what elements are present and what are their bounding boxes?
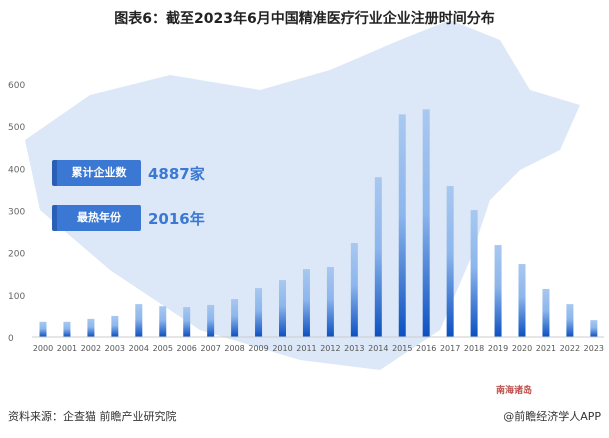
total-label: 累计企业数 (52, 160, 141, 186)
x-tick-label: 2010 (272, 344, 292, 353)
y-tick-label: 400 (8, 165, 25, 175)
y-tick-label: 100 (8, 292, 25, 302)
y-tick-label: 600 (8, 81, 25, 91)
x-tick-label: 2007 (200, 344, 220, 353)
bar-2020 (518, 264, 526, 337)
x-tick-label: 2009 (248, 344, 268, 353)
peak-value: 2016年 (148, 210, 205, 228)
x-tick-label: 2000 (33, 344, 53, 353)
x-tick-label: 2002 (81, 344, 101, 353)
bar-2005 (159, 306, 167, 337)
x-tick-label: 2012 (320, 344, 340, 353)
bar-2011 (302, 269, 310, 337)
bar-2000 (39, 321, 47, 337)
bar-2009 (255, 288, 263, 337)
bar-2013 (350, 242, 358, 337)
brand-note: @前瞻经济学人APP (503, 410, 601, 423)
x-tick-label: 2017 (440, 344, 460, 353)
bar-2023 (590, 320, 598, 337)
x-tick-label: 2016 (416, 344, 436, 353)
bar-2010 (279, 280, 286, 337)
peak-label: 最热年份 (52, 205, 141, 231)
bar-2014 (374, 177, 382, 337)
x-tick-label: 2005 (153, 344, 173, 353)
x-tick-label: 2008 (224, 344, 244, 353)
bar-2017 (446, 186, 454, 337)
x-tick-label: 2006 (177, 344, 197, 353)
bar-2006 (183, 307, 191, 337)
x-tick-label: 2015 (392, 344, 412, 353)
bar-2021 (542, 288, 550, 337)
map-label: 南海诸岛 (496, 386, 533, 396)
total-value: 4887家 (148, 165, 205, 183)
bar-2019 (494, 245, 502, 337)
bar-2001 (63, 321, 71, 337)
y-tick-label: 500 (8, 123, 25, 133)
bar-2022 (566, 304, 574, 337)
bar-2002 (87, 318, 95, 337)
x-tick-label: 2014 (368, 344, 388, 353)
chart-title: 图表6：截至2023年6月中国精准医疗行业企业注册时间分布 (114, 11, 495, 27)
bar-2016 (422, 109, 430, 337)
bar-2012 (326, 267, 334, 337)
y-tick-label: 300 (8, 208, 25, 218)
bar-2018 (470, 210, 478, 337)
x-tick-label: 2003 (105, 344, 125, 353)
bar-2008 (231, 299, 239, 337)
bar-2004 (135, 304, 143, 337)
y-tick-label: 0 (8, 334, 14, 344)
source-note: 资料来源：企查猫 前瞻产业研究院 (8, 410, 177, 423)
bar-2003 (111, 315, 119, 337)
x-tick-label: 2019 (488, 344, 508, 353)
bar-2007 (207, 304, 215, 337)
x-tick-label: 2022 (560, 344, 580, 353)
y-tick-label: 200 (8, 250, 25, 260)
x-tick-label: 2018 (464, 344, 484, 353)
x-tick-label: 2011 (296, 344, 316, 353)
bar-2015 (398, 114, 406, 337)
x-tick-label: 2020 (512, 344, 532, 353)
x-tick-label: 2001 (57, 344, 77, 353)
x-tick-label: 2021 (536, 344, 556, 353)
x-tick-label: 2004 (129, 344, 149, 353)
x-tick-label: 2023 (584, 344, 604, 353)
x-tick-label: 2013 (344, 344, 364, 353)
